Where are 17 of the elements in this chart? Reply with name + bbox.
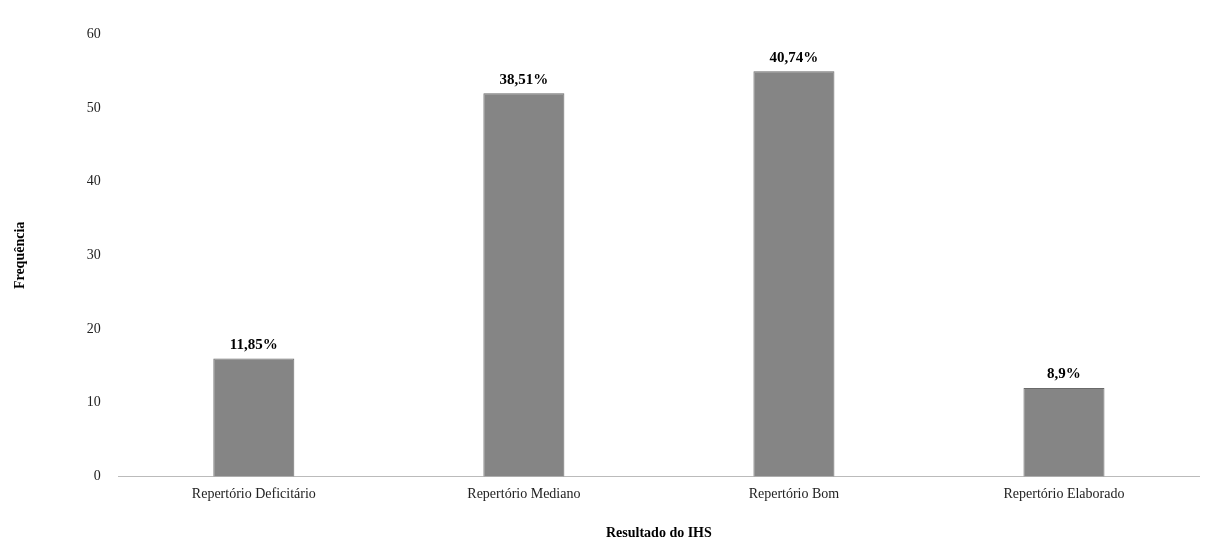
y-tick-label: 40 — [86, 173, 101, 189]
x-axis-title: Resultado do IHS — [605, 525, 713, 541]
y-tick-label: 50 — [86, 99, 101, 115]
y-tick-label: 30 — [86, 247, 101, 263]
annotation: 38,51% — [499, 70, 549, 87]
y-axis-title: Frequência — [12, 221, 28, 290]
x-tick-label: Repertório Bom — [748, 486, 840, 502]
y-tick-label: 0 — [93, 468, 101, 484]
x-tick-label: Repertório Mediano — [467, 486, 581, 502]
x-tick-label: Repertório Elaborado — [1003, 486, 1125, 502]
annotation: 40,74% — [769, 48, 819, 65]
x-tick-label: Repertório Deficitário — [191, 486, 316, 502]
annotation: 8,9% — [1047, 365, 1081, 382]
y-tick-label: 10 — [86, 394, 101, 410]
y-tick-label: 60 — [86, 26, 101, 42]
annotation: 11,85% — [229, 335, 278, 352]
y-tick-label: 20 — [86, 320, 101, 336]
